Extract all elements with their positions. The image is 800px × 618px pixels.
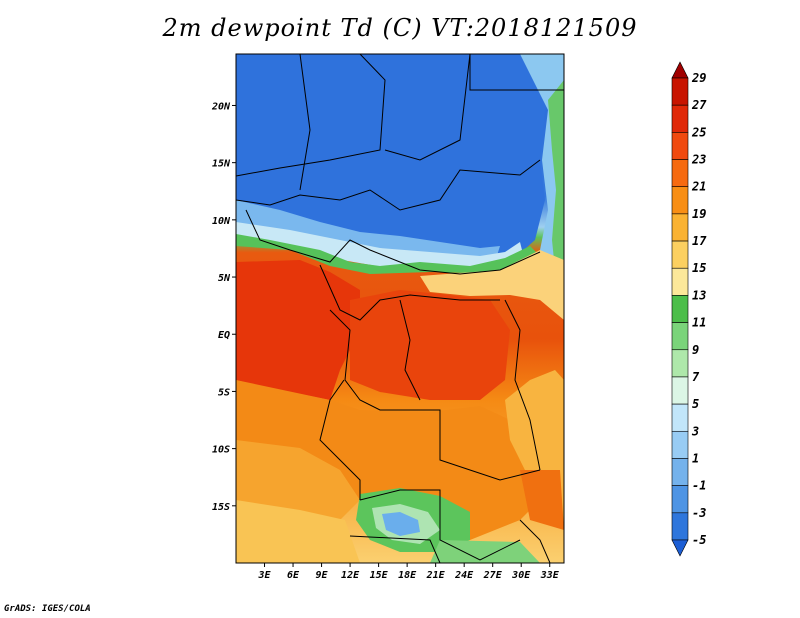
boundary-lines <box>236 54 564 563</box>
x-axis: 3E 6E 9E 12E 15E 18E 21E 24E 27E 30E 33E <box>257 563 560 581</box>
colorbar-box <box>671 77 689 106</box>
colorbar-label: 23 <box>691 153 706 167</box>
map-frame <box>235 53 565 564</box>
y-tick-label: 5S <box>218 387 230 398</box>
colorbar-label: 15 <box>692 261 706 275</box>
colorbar-box <box>671 295 689 323</box>
colorbar-box <box>671 485 689 514</box>
colorbar-label: 1 <box>692 451 699 465</box>
colorbar-box <box>671 240 689 269</box>
grads-credit: GrADS: IGES/COLA <box>4 604 91 614</box>
colorbar-box <box>671 213 689 242</box>
colorbar-box <box>671 512 689 541</box>
colorbar-label: 3 <box>691 424 699 438</box>
colorbar-box <box>671 267 689 296</box>
colorbar-label: 25 <box>691 125 706 139</box>
y-tick-label: EQ <box>218 330 230 341</box>
x-tick-label: 18E <box>398 570 417 581</box>
colorbar-label: 13 <box>692 288 706 302</box>
x-tick-label: 27E <box>483 570 503 581</box>
y-tick-label: 20N <box>211 101 231 112</box>
colorbar-label: 19 <box>692 207 706 221</box>
colorbar-label: 21 <box>691 180 706 194</box>
colorbar-label: 17 <box>692 234 707 248</box>
x-tick-label: 15E <box>370 570 389 581</box>
colorbar-bottom-triangle <box>671 539 689 557</box>
x-tick-label: 21E <box>426 570 446 581</box>
y-tick-label: 5N <box>218 273 231 284</box>
colorbar-labels: 29 27 25 23 21 19 17 15 13 11 9 7 5 3 1 -1 -3 -5 <box>691 71 707 547</box>
colorbar-label: 7 <box>692 370 700 384</box>
colorbar-box <box>671 186 689 215</box>
colorbar-box <box>671 322 689 351</box>
colorbar-box <box>671 132 689 160</box>
y-tick-label: 10N <box>212 216 231 227</box>
colorbar-label: -5 <box>692 533 706 547</box>
colorbar-label: 9 <box>692 343 699 357</box>
colorbar-box <box>671 159 689 188</box>
x-tick-label: 24E <box>454 570 474 581</box>
colorbar-box <box>671 349 689 378</box>
y-tick-label: 10S <box>212 445 230 456</box>
colorbar-label: -1 <box>692 479 706 493</box>
colorbar-box <box>671 430 689 459</box>
colorbar-top-triangle <box>671 61 689 79</box>
colorbar-label: 29 <box>691 71 706 85</box>
x-tick-label: 12E <box>341 570 360 581</box>
x-tick-label: 9E <box>316 570 329 581</box>
colorbar-box <box>671 458 689 486</box>
y-tick-label: 15N <box>212 159 231 170</box>
colorbar-boxes <box>671 61 689 557</box>
colorbar-label: 27 <box>691 98 707 112</box>
colorbar-label: -3 <box>692 506 706 520</box>
x-tick-label: 3E <box>257 570 271 581</box>
x-tick-label: 33E <box>540 570 560 581</box>
x-tick-label: 6E <box>287 570 300 581</box>
y-axis: 20N 15N 10N 5N EQ 5S 10S 15S <box>211 101 236 513</box>
colorbar-box <box>671 104 689 133</box>
colorbar-label: 5 <box>692 397 699 411</box>
colorbar-label: 11 <box>692 316 706 330</box>
x-tick-label: 30E <box>511 570 531 581</box>
map-title: 2m dewpoint Td (C) VT:2018121509 <box>162 14 638 42</box>
colorbar-box <box>671 376 689 405</box>
colorbar-box <box>671 403 689 432</box>
y-tick-label: 15S <box>212 502 230 513</box>
